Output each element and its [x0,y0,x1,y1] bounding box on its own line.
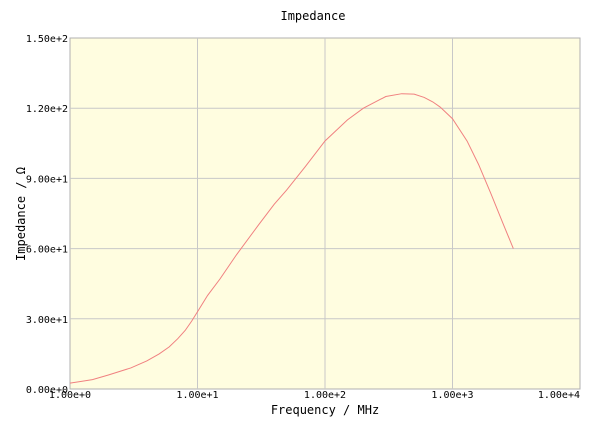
series-layer [69,93,514,384]
x-tick-label: 1.00e+4 [538,390,580,401]
impedance-series-line [69,93,514,384]
y-tick-label: 1.50e+2 [26,34,68,45]
tick-labels: 1.00e+0 1.00e+1 1.00e+2 1.00e+3 1.00e+4 0.00e… [26,34,580,401]
chart-title: Impedance [280,9,345,23]
x-axis-label: Frequency / MHz [271,403,379,417]
y-tick-label: 9.00e+1 [26,174,68,185]
y-tick-label: 3.00e+1 [26,315,68,326]
y-tick-label: 1.20e+2 [26,104,68,115]
x-tick-label: 1.00e+1 [176,390,218,401]
x-tick-label: 1.00e+3 [431,390,473,401]
x-tick-label: 1.00e+0 [49,390,91,401]
grid-lines [70,38,580,389]
y-tick-label: 6.00e+1 [26,245,68,256]
x-tick-label: 1.00e+2 [304,390,346,401]
y-tick-label: 0.00e+0 [26,385,68,396]
y-axis-label: Impedance / Ω [14,167,28,261]
